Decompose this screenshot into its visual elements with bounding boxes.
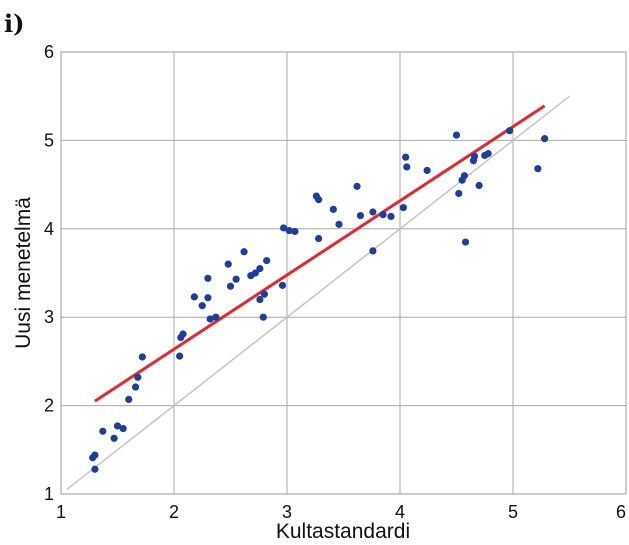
y-tick-label: 2 xyxy=(44,396,54,416)
data-point xyxy=(256,264,264,273)
data-point xyxy=(315,196,323,204)
x-tick-label: 5 xyxy=(508,502,518,522)
data-point xyxy=(452,131,461,139)
x-tick-label: 6 xyxy=(616,502,626,522)
x-tick-label: 2 xyxy=(169,502,179,522)
data-point xyxy=(329,205,337,213)
y-tick-label: 4 xyxy=(44,219,54,239)
data-point xyxy=(91,465,99,473)
data-point xyxy=(263,257,271,265)
data-point xyxy=(179,330,187,338)
x-tick-label: 1 xyxy=(56,502,66,522)
data-point xyxy=(260,290,268,298)
data-point xyxy=(461,238,470,246)
data-point xyxy=(240,248,248,256)
x-tick-label: 3 xyxy=(282,502,292,522)
data-point xyxy=(204,274,212,282)
data-point xyxy=(259,313,267,321)
data-point xyxy=(353,182,361,190)
regression-line xyxy=(94,104,546,403)
data-point xyxy=(369,247,377,255)
x-tick-label: 4 xyxy=(395,502,405,522)
data-point xyxy=(206,315,214,323)
data-point xyxy=(119,424,127,433)
y-axis-title: Uusi menetelmä xyxy=(12,197,35,349)
data-point xyxy=(113,422,122,430)
x-tick-labels: 1 2 3 4 5 6 xyxy=(56,502,626,522)
data-point xyxy=(204,294,212,302)
data-point xyxy=(212,313,220,321)
data-point xyxy=(315,234,323,243)
data-point xyxy=(134,373,142,381)
data-point xyxy=(484,150,492,158)
data-point xyxy=(91,451,99,459)
panel-label: i) xyxy=(4,9,24,38)
data-point xyxy=(369,208,377,216)
data-point xyxy=(256,295,264,304)
data-point xyxy=(280,224,288,232)
data-point xyxy=(251,269,259,277)
data-point xyxy=(387,212,395,221)
data-point xyxy=(356,211,365,220)
data-point xyxy=(232,275,240,283)
data-point xyxy=(399,203,407,212)
data-point xyxy=(455,189,463,198)
data-point xyxy=(470,152,479,160)
y-tick-labels: 1 2 3 4 5 6 xyxy=(44,42,54,504)
y-tick-label: 5 xyxy=(44,130,54,150)
x-axis-title: Kultastandardi xyxy=(276,520,410,543)
identity-line xyxy=(66,95,570,491)
data-point xyxy=(125,395,133,404)
data-point xyxy=(190,293,198,301)
y-tick-label: 3 xyxy=(44,307,54,327)
data-point xyxy=(226,282,235,290)
data-point xyxy=(99,427,107,435)
data-point xyxy=(291,227,299,236)
data-point xyxy=(285,226,293,235)
data-point xyxy=(138,353,146,361)
data-point xyxy=(131,383,140,391)
data-point xyxy=(403,163,411,171)
data-point xyxy=(224,260,232,268)
data-point xyxy=(475,181,483,190)
data-point xyxy=(506,127,514,135)
data-point xyxy=(176,352,184,360)
data-point xyxy=(541,135,549,143)
data-point xyxy=(379,211,387,219)
data-point xyxy=(110,434,118,442)
plot-frame xyxy=(60,51,627,495)
y-tick-label: 1 xyxy=(44,484,54,504)
data-point xyxy=(278,281,287,289)
data-point xyxy=(198,302,206,310)
data-point xyxy=(402,153,410,161)
y-tick-label: 6 xyxy=(44,42,54,62)
data-point xyxy=(335,220,343,228)
data-point xyxy=(534,165,542,173)
data-point xyxy=(460,172,469,180)
data-points xyxy=(89,127,549,473)
chart-lines xyxy=(66,95,570,491)
data-point xyxy=(423,166,431,175)
